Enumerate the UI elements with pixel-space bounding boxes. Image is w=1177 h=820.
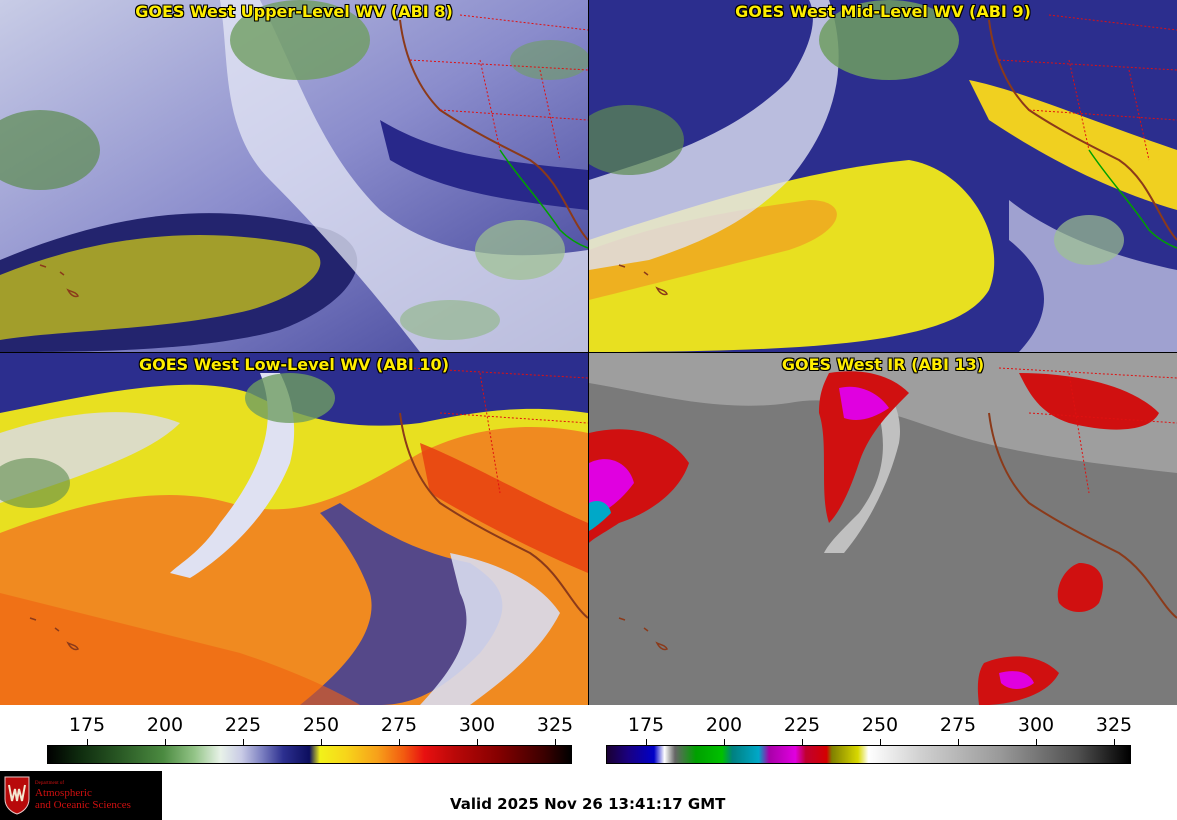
- ir-tick-label: 325: [1095, 714, 1133, 736]
- wv-tick-mark: [87, 739, 88, 745]
- valid-time: Valid 2025 Nov 26 13:41:17 GMT: [450, 795, 726, 813]
- ir-tick-mark: [646, 739, 647, 745]
- ir-tick-mark: [1036, 739, 1037, 745]
- ir-tick-label: 175: [627, 714, 665, 736]
- panel-title: GOES West IR (ABI 13): [781, 355, 985, 374]
- upper-level-wv-image: [0, 0, 588, 352]
- ir-panel: GOES West IR (ABI 13): [589, 353, 1177, 705]
- ir-tick-mark: [724, 739, 725, 745]
- ir-colorbar: [606, 745, 1131, 764]
- ir-tick-label: 225: [783, 714, 821, 736]
- wv-tick-label: 175: [68, 714, 106, 736]
- logo-name-line1: Atmospheric: [35, 787, 92, 799]
- uw-crest-icon: [4, 776, 30, 815]
- wv-tick-label: 300: [458, 714, 496, 736]
- wv-tick-mark: [399, 739, 400, 745]
- upper-level-wv-panel: GOES West Upper-Level WV (ABI 8): [0, 0, 588, 352]
- ir-image: [589, 353, 1177, 705]
- wv-colorbar: [47, 745, 572, 764]
- wv-tick-label: 325: [536, 714, 574, 736]
- wv-tick-mark: [243, 739, 244, 745]
- ir-tick-label: 250: [861, 714, 899, 736]
- mid-level-wv-panel: GOES West Mid-Level WV (ABI 9): [589, 0, 1177, 352]
- logo-name-line2: and Oceanic Sciences: [35, 799, 131, 811]
- wv-tick-mark: [321, 739, 322, 745]
- wv-tick-mark: [555, 739, 556, 745]
- ir-tick-mark: [1114, 739, 1115, 745]
- low-level-wv-panel: GOES West Low-Level WV (ABI 10): [0, 353, 588, 705]
- panel-divider-horizontal: [0, 352, 1177, 353]
- panel-title: GOES West Low-Level WV (ABI 10): [138, 355, 449, 374]
- wv-tick-label: 200: [146, 714, 184, 736]
- wv-tick-label: 250: [302, 714, 340, 736]
- wv-tick-mark: [477, 739, 478, 745]
- ir-tick-label: 300: [1017, 714, 1055, 736]
- wv-tick-label: 275: [380, 714, 418, 736]
- wv-tick-label: 225: [224, 714, 262, 736]
- ir-tick-label: 200: [705, 714, 743, 736]
- wv-tick-mark: [165, 739, 166, 745]
- ir-tick-mark: [880, 739, 881, 745]
- ir-tick-mark: [958, 739, 959, 745]
- logo-dept-text: Department of: [35, 781, 65, 786]
- mid-level-wv-image: [589, 0, 1177, 352]
- ir-tick-mark: [802, 739, 803, 745]
- panel-title: GOES West Mid-Level WV (ABI 9): [735, 2, 1031, 21]
- low-level-wv-image: [0, 353, 588, 705]
- ir-tick-label: 275: [939, 714, 977, 736]
- panel-title: GOES West Upper-Level WV (ABI 8): [135, 2, 453, 21]
- aos-logo[interactable]: Department of Atmospheric and Oceanic Sc…: [0, 771, 162, 820]
